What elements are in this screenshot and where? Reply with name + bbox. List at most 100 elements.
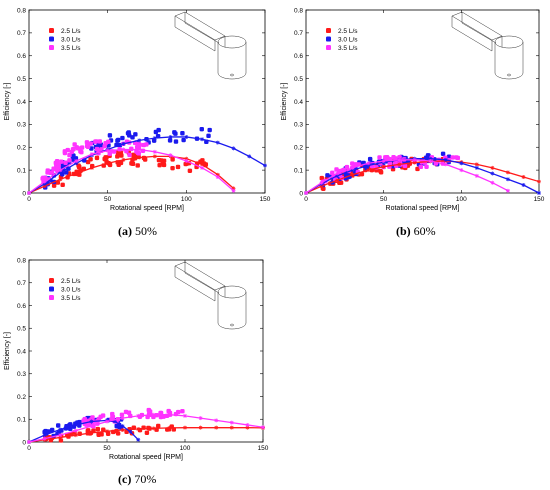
fit-line <box>305 158 540 194</box>
fit-marker <box>137 155 142 160</box>
fit-marker <box>215 172 220 177</box>
fit-marker <box>428 156 433 161</box>
fit-marker <box>120 424 125 429</box>
scatter-point <box>54 158 60 164</box>
scatter-point <box>58 438 64 443</box>
fit-marker <box>74 171 79 176</box>
scatter-point <box>126 130 131 135</box>
fit-marker <box>335 178 340 183</box>
channel-and-tank-schematic-icon <box>174 11 247 80</box>
scatter-point <box>319 175 324 181</box>
fit-marker <box>304 191 308 195</box>
fit-marker <box>184 134 189 139</box>
scatter-point <box>156 423 161 429</box>
fit-marker <box>231 146 236 151</box>
fit-marker <box>366 161 371 166</box>
fit-marker <box>198 416 203 421</box>
channel-and-tank-schematic-icon <box>174 261 247 330</box>
legend-swatch <box>49 278 54 283</box>
y-tick-label: 0.8 <box>294 7 303 14</box>
scatter-point <box>85 144 91 150</box>
fit-marker <box>200 165 205 170</box>
fit-marker <box>58 435 63 440</box>
scatter-point <box>180 131 185 136</box>
scatter-point <box>338 180 344 185</box>
y-tick-label: 0 <box>22 439 26 446</box>
fit-marker <box>73 422 78 427</box>
fit-marker <box>151 426 156 431</box>
fit-marker <box>412 157 417 162</box>
fit-marker <box>27 191 31 195</box>
chart-a-svg: 0 0.1 0.2 0.3 0.4 0.5 0.6 0.7 0.8 0 50 100 150 Rotati… <box>4 7 271 212</box>
fit-marker <box>27 440 31 444</box>
fit-marker <box>168 134 173 139</box>
scatter-point <box>187 168 193 173</box>
legend-label: 3.5 L/s <box>61 45 81 52</box>
fit-marker <box>136 427 141 432</box>
fit-marker <box>89 430 94 435</box>
scatter-point <box>107 162 113 168</box>
legend-swatch <box>49 45 54 50</box>
y-tick-label: 0.7 <box>17 30 26 37</box>
legend-label: 3.0 L/s <box>338 36 358 43</box>
chart-panel-c: 0 0.1 0.2 0.3 0.4 0.5 0.6 0.7 0.8 0 50 100 150 Rotati… <box>0 250 270 475</box>
fit-marker <box>152 136 157 141</box>
scatter-point <box>131 152 136 158</box>
fit-marker <box>229 425 234 430</box>
scatter-point <box>51 183 57 188</box>
scatter-point <box>156 127 161 133</box>
fit-marker <box>245 425 250 430</box>
fit-marker <box>167 412 172 417</box>
y-tick-label: 0 <box>22 190 26 197</box>
fit-marker <box>319 184 324 189</box>
scatter-point <box>85 428 91 433</box>
scatter-point <box>95 426 101 432</box>
legend-label: 2.5 L/s <box>61 278 81 285</box>
scatter-point <box>103 141 108 146</box>
x-tick-label: 150 <box>534 196 545 203</box>
scatter-point <box>94 155 100 161</box>
scatter-point <box>173 131 178 136</box>
scatter-point <box>330 170 335 176</box>
caption-c-label: (c) <box>118 472 132 486</box>
fit-marker <box>89 424 94 429</box>
fit-marker <box>459 161 464 166</box>
fit-marker <box>215 140 220 145</box>
scatter-point <box>170 157 175 162</box>
scatter-point <box>120 135 125 141</box>
scatter-point <box>426 153 431 158</box>
fit-marker <box>136 413 141 418</box>
fit-marker <box>537 179 541 184</box>
fit-marker <box>184 158 189 163</box>
scatter-point <box>377 155 382 160</box>
x-tick-label: 50 <box>104 196 112 203</box>
scatter-point <box>100 413 106 418</box>
fit-marker <box>42 179 47 184</box>
scatter-point <box>402 163 408 169</box>
fit-marker <box>89 419 94 424</box>
fit-marker <box>521 182 526 187</box>
scatter-point <box>60 182 65 188</box>
fit-marker <box>128 429 133 434</box>
legend-swatch <box>326 28 331 33</box>
x-tick-label: 100 <box>456 196 467 203</box>
y-tick-label: 0.7 <box>294 30 303 37</box>
fit-marker <box>112 419 117 424</box>
scatter-point <box>101 427 106 432</box>
scatter-point <box>118 150 124 155</box>
fit-line <box>28 427 264 443</box>
fit-marker <box>350 168 355 173</box>
scatter-point <box>415 166 420 172</box>
scatter-point <box>130 161 136 167</box>
fit-marker <box>152 154 157 159</box>
y-tick-label: 0.4 <box>17 348 26 355</box>
fit-marker <box>397 157 402 162</box>
x-tick-label: 50 <box>103 445 111 452</box>
x-tick-label: 100 <box>180 445 191 452</box>
fit-marker <box>152 149 157 154</box>
fit-line <box>28 148 234 194</box>
fit-marker <box>89 152 94 157</box>
scatter-point <box>64 170 69 175</box>
caption-c: (c) 70% <box>118 472 156 487</box>
scatter-point <box>97 139 103 144</box>
